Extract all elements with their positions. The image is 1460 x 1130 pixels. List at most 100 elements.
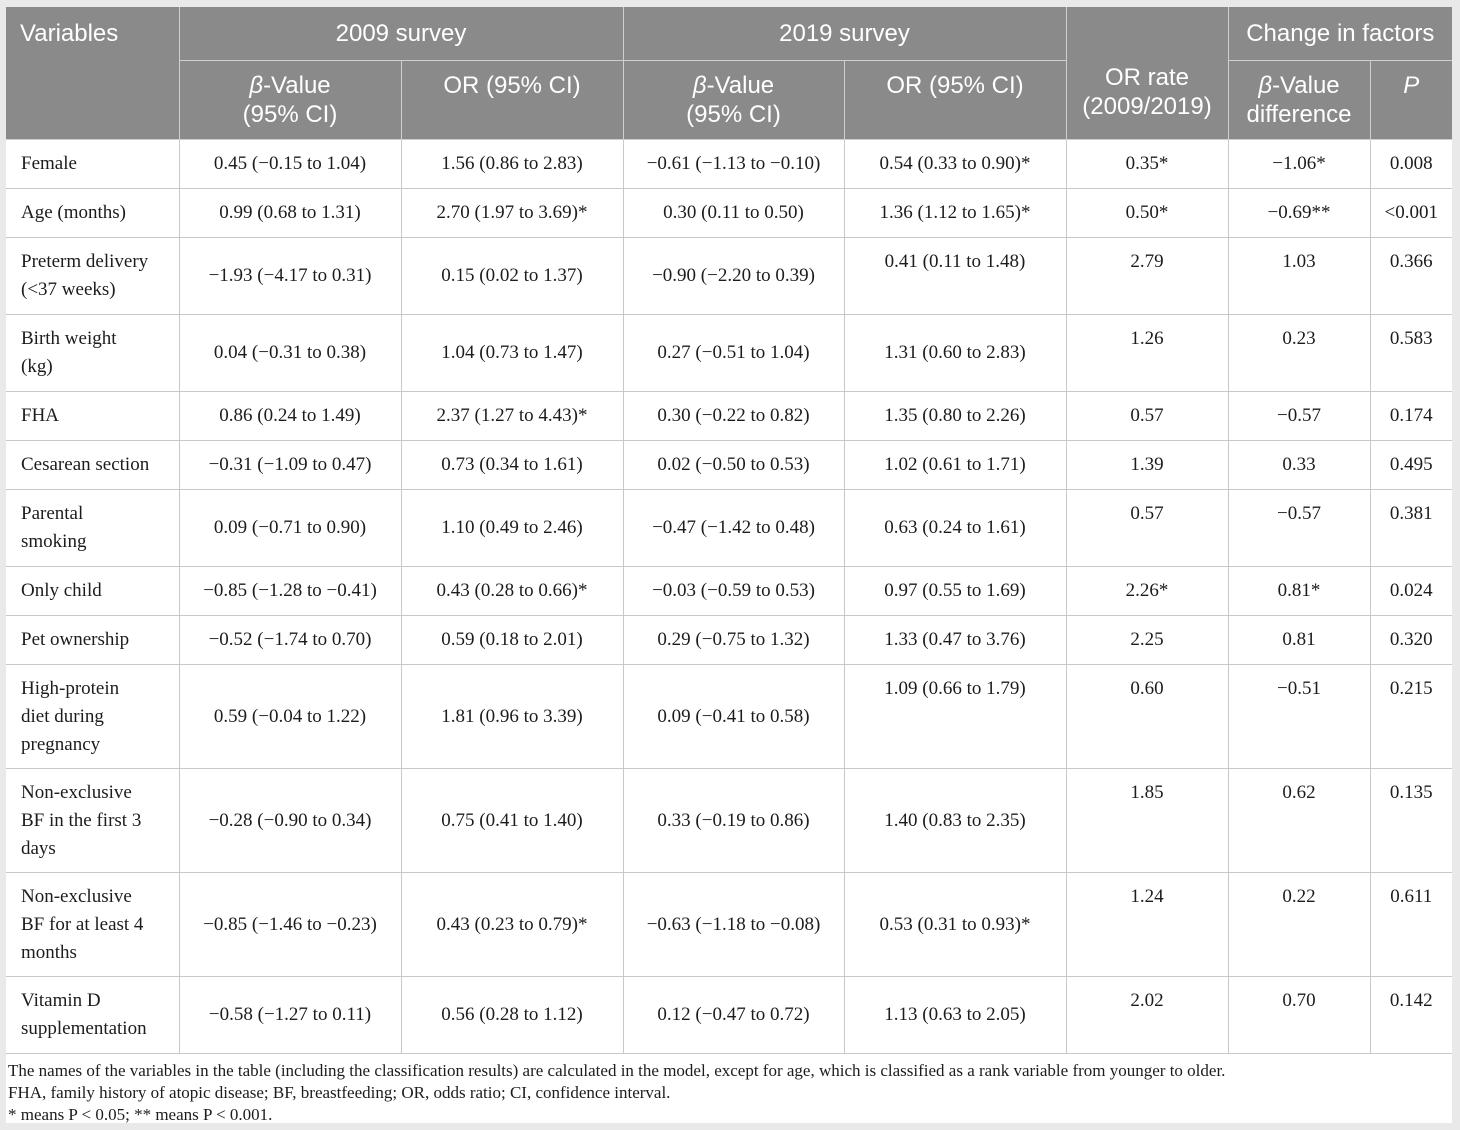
p-value-cell: 0.142 bbox=[1370, 976, 1453, 1054]
or-2019-cell: 1.33 (0.47 to 3.76) bbox=[844, 615, 1067, 665]
header-or-2009: OR (95% CI) bbox=[401, 60, 624, 140]
beta-difference-cell: 0.33 bbox=[1228, 440, 1371, 490]
or-rate-cell: 2.02 bbox=[1066, 976, 1229, 1054]
beta-2009-cell: 0.59 (−0.04 to 1.22) bbox=[179, 664, 402, 769]
beta-2019-cell: 0.12 (−0.47 to 0.72) bbox=[623, 976, 845, 1054]
beta-difference-cell: −0.51 bbox=[1228, 664, 1371, 769]
difference-label: difference bbox=[1246, 101, 1352, 128]
table-footnotes: The names of the variables in the table … bbox=[6, 1054, 1452, 1126]
table-row: Parental smoking 0.09 (−0.71 to 0.90) 1.10 … bbox=[6, 489, 1453, 567]
table-row: High-protein diet during pregnancy 0.59 (−0… bbox=[6, 664, 1453, 769]
beta-difference-cell: −0.69** bbox=[1228, 188, 1371, 238]
results-table: Variables 2009 survey 2019 survey OR rat… bbox=[6, 7, 1453, 1054]
beta-symbol: β bbox=[692, 72, 707, 99]
beta-difference-cell: −1.06* bbox=[1228, 139, 1371, 189]
beta-symbol: β bbox=[1258, 72, 1273, 99]
beta-difference-cell: 1.03 bbox=[1228, 237, 1371, 315]
variable-cell: High-protein diet during pregnancy bbox=[6, 664, 180, 769]
variable-name-line: days bbox=[21, 838, 56, 859]
variable-name-line: Preterm delivery bbox=[21, 251, 149, 272]
footnote-3: * means P < 0.05; ** means P < 0.001. bbox=[8, 1105, 273, 1124]
p-value-cell: 0.381 bbox=[1370, 489, 1453, 567]
variable-name-line: Vitamin D bbox=[21, 990, 101, 1011]
header-or-rate: OR rate (2009/2019) bbox=[1066, 7, 1229, 140]
p-value-cell: 0.174 bbox=[1370, 391, 1453, 441]
or-2009-cell: 2.70 (1.97 to 3.69)* bbox=[401, 188, 624, 238]
variable-name-line: Non-exclusive bbox=[21, 886, 132, 907]
table-row: Cesarean section −0.31 (−1.09 to 0.47) 0.7… bbox=[6, 440, 1453, 490]
variable-name-line: Only child bbox=[21, 580, 102, 601]
beta-2009-cell: −1.93 (−4.17 to 0.31) bbox=[179, 237, 402, 315]
table-row: Non-exclusive BF in the first 3 days −0.28 … bbox=[6, 768, 1453, 873]
footnote-1: The names of the variables in the table … bbox=[8, 1061, 1226, 1080]
table-row: Pet ownership −0.52 (−1.74 to 0.70) 0.59 (… bbox=[6, 615, 1453, 665]
p-value-cell: 0.320 bbox=[1370, 615, 1453, 665]
variable-name-line: Pet ownership bbox=[21, 629, 130, 650]
variable-cell: Female bbox=[6, 139, 180, 189]
or-rate-cell: 0.35* bbox=[1066, 139, 1229, 189]
table-row: FHA 0.86 (0.24 to 1.49) 2.37 (1.27 to 4.43… bbox=[6, 391, 1453, 441]
or-2009-cell: 1.81 (0.96 to 3.39) bbox=[401, 664, 624, 769]
variable-cell: Non-exclusive BF in the first 3 days bbox=[6, 768, 180, 873]
variable-name-line: Parental bbox=[21, 503, 84, 524]
variable-name-line: (<37 weeks) bbox=[21, 279, 116, 300]
variable-cell: Birth weight (kg) bbox=[6, 314, 180, 392]
p-label: P bbox=[1403, 72, 1420, 99]
beta-2009-cell: −0.85 (−1.28 to −0.41) bbox=[179, 566, 402, 616]
variable-cell: Age (months) bbox=[6, 188, 180, 238]
beta-2019-cell: 0.29 (−0.75 to 1.32) bbox=[623, 615, 845, 665]
table-row: Age (months) 0.99 (0.68 to 1.31) 2.70 (1.9… bbox=[6, 188, 1453, 238]
beta-difference-cell: 0.81 bbox=[1228, 615, 1371, 665]
or-2019-cell: 1.09 (0.66 to 1.79) bbox=[844, 664, 1067, 769]
or-2019-cell: 1.02 (0.61 to 1.71) bbox=[844, 440, 1067, 490]
or-2019-cell: 1.36 (1.12 to 1.65)* bbox=[844, 188, 1067, 238]
or-2019-cell: 0.97 (0.55 to 1.69) bbox=[844, 566, 1067, 616]
variable-cell: Only child bbox=[6, 566, 180, 616]
or-2009-cell: 0.59 (0.18 to 2.01) bbox=[401, 615, 624, 665]
or-2019-cell: 0.63 (0.24 to 1.61) bbox=[844, 489, 1067, 567]
beta-2019-cell: 0.27 (−0.51 to 1.04) bbox=[623, 314, 845, 392]
table-row: Birth weight (kg) 0.04 (−0.31 to 0.38) 1.04… bbox=[6, 314, 1453, 392]
or-2009-cell: 1.10 (0.49 to 2.46) bbox=[401, 489, 624, 567]
or-2019-cell: 0.53 (0.31 to 0.93)* bbox=[844, 872, 1067, 977]
ci-label: (95% CI) bbox=[242, 101, 338, 128]
p-value-cell: 0.495 bbox=[1370, 440, 1453, 490]
or-2019-cell: 1.40 (0.83 to 2.35) bbox=[844, 768, 1067, 873]
beta-2009-cell: 0.45 (−0.15 to 1.04) bbox=[179, 139, 402, 189]
beta-2009-cell: −0.31 (−1.09 to 0.47) bbox=[179, 440, 402, 490]
or-2009-cell: 0.75 (0.41 to 1.40) bbox=[401, 768, 624, 873]
or-2019-cell: 1.31 (0.60 to 2.83) bbox=[844, 314, 1067, 392]
variable-name-line: (kg) bbox=[21, 356, 53, 377]
beta-2009-cell: 0.99 (0.68 to 1.31) bbox=[179, 188, 402, 238]
variable-cell: Non-exclusive BF for at least 4 months bbox=[6, 872, 180, 977]
variable-name-line: months bbox=[21, 942, 77, 963]
or-rate-cell: 1.24 bbox=[1066, 872, 1229, 977]
or-2009-cell: 0.73 (0.34 to 1.61) bbox=[401, 440, 624, 490]
p-value-cell: 0.366 bbox=[1370, 237, 1453, 315]
header-p-value: P bbox=[1370, 60, 1453, 140]
table-row: Vitamin D supplementation −0.58 (−1.27 to … bbox=[6, 976, 1453, 1054]
table-row: Only child −0.85 (−1.28 to −0.41) 0.43 (0.… bbox=[6, 566, 1453, 616]
variable-name-line: BF for at least 4 bbox=[21, 914, 144, 935]
beta-difference-cell: 0.70 bbox=[1228, 976, 1371, 1054]
beta-2019-cell: −0.47 (−1.42 to 0.48) bbox=[623, 489, 845, 567]
or-2019-cell: 1.35 (0.80 to 2.26) bbox=[844, 391, 1067, 441]
beta-2009-cell: −0.58 (−1.27 to 0.11) bbox=[179, 976, 402, 1054]
beta-2019-cell: −0.61 (−1.13 to −0.10) bbox=[623, 139, 845, 189]
beta-2009-cell: −0.52 (−1.74 to 0.70) bbox=[179, 615, 402, 665]
beta-difference-cell: −0.57 bbox=[1228, 489, 1371, 567]
or-rate-cell: 1.26 bbox=[1066, 314, 1229, 392]
or-2009-cell: 1.56 (0.86 to 2.83) bbox=[401, 139, 624, 189]
p-value-cell: 0.135 bbox=[1370, 768, 1453, 873]
variable-name-line: High-protein bbox=[21, 678, 120, 699]
variable-cell: Vitamin D supplementation bbox=[6, 976, 180, 1054]
or-2019-cell: 0.54 (0.33 to 0.90)* bbox=[844, 139, 1067, 189]
or-2009-cell: 1.04 (0.73 to 1.47) bbox=[401, 314, 624, 392]
variable-name-line: Female bbox=[21, 153, 77, 174]
beta-value-label: -Value bbox=[706, 72, 775, 99]
variable-name-line: Non-exclusive bbox=[21, 782, 132, 803]
beta-2019-cell: 0.30 (−0.22 to 0.82) bbox=[623, 391, 845, 441]
p-value-cell: 0.215 bbox=[1370, 664, 1453, 769]
beta-2009-cell: −0.85 (−1.46 to −0.23) bbox=[179, 872, 402, 977]
or-rate-cell: 0.57 bbox=[1066, 489, 1229, 567]
